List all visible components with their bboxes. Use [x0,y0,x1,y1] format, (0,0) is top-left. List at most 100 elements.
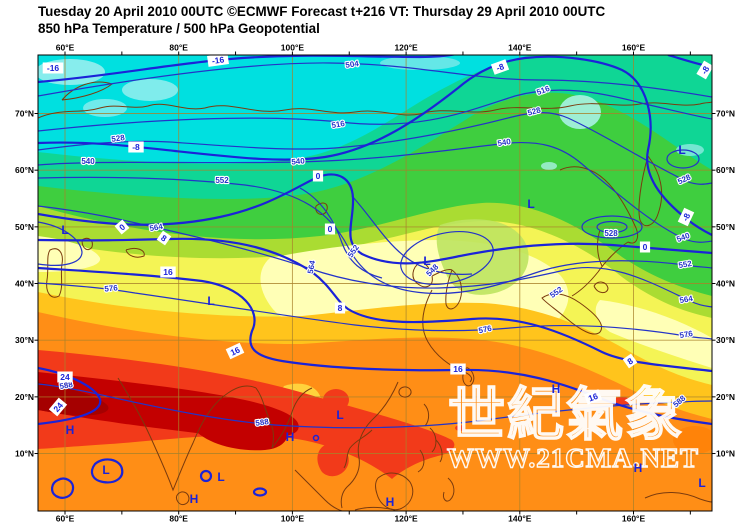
svg-text:564: 564 [149,222,164,233]
geopotential-label: 552 [677,258,694,271]
lat-label-right: 10°N [716,449,735,459]
lon-label-top: 120°E [394,43,418,53]
geopotential-label: 540 [80,156,96,167]
svg-text:528: 528 [111,133,126,144]
pressure-marker-L: L [217,470,224,484]
temperature-label: -8 [128,141,144,153]
svg-text:552: 552 [215,176,229,185]
svg-text:528: 528 [604,229,618,238]
svg-text:564: 564 [679,294,694,305]
geopotential-label: 504 [344,58,361,71]
temperature-label: 24 [48,397,68,417]
svg-text:576: 576 [478,324,493,336]
geopotential-label: 540 [496,136,513,149]
svg-text:0: 0 [643,242,648,252]
geopotential-label: 516 [330,118,347,131]
chart-title: Tuesday 20 April 2010 00UTC ©ECMWF Forec… [38,3,605,37]
geopotential-label: 540 [290,155,307,167]
svg-text:8: 8 [338,303,343,313]
svg-text:576: 576 [679,329,694,340]
svg-text:-16: -16 [211,54,225,66]
coastlines [38,81,712,511]
svg-text:540: 540 [497,137,512,148]
lat-label-left: 40°N [15,279,34,289]
temperature-label: 0 [312,170,324,182]
pressure-marker-H: H [634,461,643,475]
pressure-marker-L: L [207,294,214,308]
lon-label-bottom: 160°E [622,514,646,524]
lon-label-bottom: 100°E [281,514,305,524]
svg-text:540: 540 [81,157,95,166]
svg-text:576: 576 [104,283,119,293]
svg-text:540: 540 [291,156,306,166]
lat-label-right: 30°N [716,335,735,345]
lat-label-left: 20°N [15,392,34,402]
svg-text:-16: -16 [47,63,60,73]
geopotential-label: 576 [103,282,120,294]
temperature-label: 16 [225,342,245,360]
lon-label-top: 80°E [169,43,188,53]
map-border [37,54,713,512]
lon-label-top: 140°E [508,43,532,53]
temperature-label: 24 [57,371,73,383]
pressure-marker-H: H [386,495,395,509]
temperature-label: -16 [207,53,229,67]
lat-label-left: 70°N [15,109,34,119]
svg-text:24: 24 [60,372,70,382]
geopotential-label: 588 [254,416,271,429]
svg-text:16: 16 [163,267,173,277]
pressure-marker-L: L [678,143,685,157]
geopotential-label: 576 [477,322,495,336]
temperature-label: 0 [639,241,651,253]
title-line-2: 850 hPa Temperature / 500 hPa Geopotenti… [38,21,320,36]
svg-text:0: 0 [316,171,321,181]
svg-text:564: 564 [306,259,317,274]
svg-text:504: 504 [345,59,360,70]
geopotential-label: 564 [678,293,695,306]
temperature-label: 8 [156,230,172,246]
temperature-label: -8 [696,60,714,80]
pressure-marker-H: H [190,492,199,506]
svg-text:-8: -8 [680,211,692,222]
pressure-marker-L: L [336,408,343,422]
axis-labels: 60°E 60°E 80°E 80°E 100°E 100°E 120°E 120°E 140°… [15,43,735,524]
pressure-marker-H: H [286,430,295,444]
svg-text:588: 588 [255,417,270,428]
lon-label-top: 60°E [56,43,75,53]
lat-label-left: 60°N [15,165,34,175]
temperature-label: 16 [450,363,466,375]
pressure-marker-L: L [698,476,705,490]
temperature-label: 16 [160,266,176,278]
pressure-marker-H: H [552,382,561,396]
watermark: 世紀氣象 WWW.21CMA.NET [446,382,698,474]
geopotential-label: 564 [305,258,318,275]
title-line-1: Tuesday 20 April 2010 00UTC ©ECMWF Forec… [38,4,606,19]
lat-label-right: 20°N [716,392,735,402]
svg-text:516: 516 [331,119,346,130]
axis-ticks [34,51,716,515]
svg-text:8: 8 [625,356,635,367]
lat-label-right: 70°N [716,109,735,119]
watermark-brand: 世紀氣象 [448,383,684,447]
svg-text:552: 552 [678,259,693,270]
temperature-label: 0 [324,223,336,235]
geopotential-label: 528 [603,228,619,239]
temperature-label: 0 [114,219,130,235]
temperature-label: -16 [42,62,64,74]
lat-label-right: 40°N [716,279,735,289]
pressure-marker-L: L [527,197,534,211]
geopotential-contours [38,62,712,429]
svg-text:0: 0 [117,222,127,233]
lat-label-left: 10°N [15,449,34,459]
lon-label-bottom: 120°E [394,514,418,524]
temperature-label: -8 [677,207,695,227]
lon-label-bottom: 140°E [508,514,532,524]
temperature-label: 8 [622,353,638,369]
geopotential-label: 564 [148,221,165,234]
temperature-label: -8 [490,59,510,75]
geopotential-label: 552 [214,175,230,186]
lon-label-bottom: 60°E [56,514,75,524]
svg-text:16: 16 [229,345,242,358]
